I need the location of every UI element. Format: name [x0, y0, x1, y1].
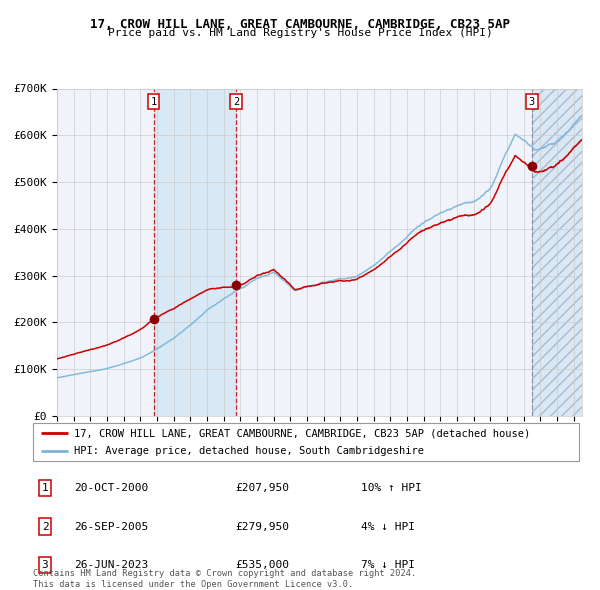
Text: 2: 2 — [41, 522, 49, 532]
Text: 7% ↓ HPI: 7% ↓ HPI — [361, 560, 415, 571]
Text: HPI: Average price, detached house, South Cambridgeshire: HPI: Average price, detached house, Sout… — [74, 446, 424, 456]
FancyBboxPatch shape — [33, 423, 579, 461]
Text: Price paid vs. HM Land Registry's House Price Index (HPI): Price paid vs. HM Land Registry's House … — [107, 28, 493, 38]
Text: £207,950: £207,950 — [235, 483, 289, 493]
Text: 1: 1 — [41, 483, 49, 493]
Text: 20-OCT-2000: 20-OCT-2000 — [74, 483, 148, 493]
Text: 1: 1 — [151, 97, 157, 107]
Text: 10% ↑ HPI: 10% ↑ HPI — [361, 483, 421, 493]
Text: 3: 3 — [41, 560, 49, 571]
Text: £279,950: £279,950 — [235, 522, 289, 532]
Text: 3: 3 — [529, 97, 535, 107]
Text: 2: 2 — [233, 97, 239, 107]
Text: Contains HM Land Registry data © Crown copyright and database right 2024.
This d: Contains HM Land Registry data © Crown c… — [33, 569, 416, 589]
Bar — [532, 88, 582, 416]
Text: 17, CROW HILL LANE, GREAT CAMBOURNE, CAMBRIDGE, CB23 5AP: 17, CROW HILL LANE, GREAT CAMBOURNE, CAM… — [90, 18, 510, 31]
Bar — [532, 88, 582, 416]
Text: 26-JUN-2023: 26-JUN-2023 — [74, 560, 148, 571]
Text: 4% ↓ HPI: 4% ↓ HPI — [361, 522, 415, 532]
Text: 17, CROW HILL LANE, GREAT CAMBOURNE, CAMBRIDGE, CB23 5AP (detached house): 17, CROW HILL LANE, GREAT CAMBOURNE, CAM… — [74, 428, 530, 438]
Text: 26-SEP-2005: 26-SEP-2005 — [74, 522, 148, 532]
Bar — [154, 88, 236, 416]
Text: £535,000: £535,000 — [235, 560, 289, 571]
